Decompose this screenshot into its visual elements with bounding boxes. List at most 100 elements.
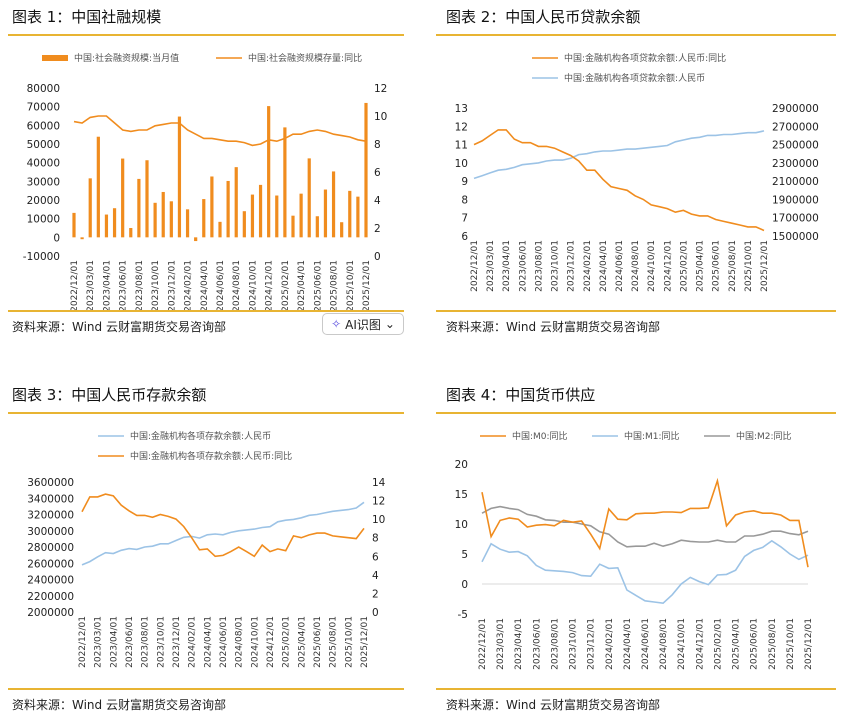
chart-1-y-tick-label: 40000: [27, 158, 60, 170]
chart-3-x-tick-label: 2025/10/01: [344, 616, 354, 668]
chart-1-bar: [234, 167, 238, 238]
chart-4-x-tick-label: 2022/12/01: [478, 618, 488, 670]
chart-1-legend-swatch: [42, 55, 68, 61]
chart-2-y-tick-label: 2500000: [772, 140, 819, 152]
chart-1-bar: [169, 201, 173, 238]
chart-2-y-tick-label: 12: [455, 121, 468, 133]
chart-4-x-tick-label: 2025/02/01: [713, 618, 723, 670]
chart-1-y-tick-label: 70000: [27, 102, 60, 114]
chart-4-x-tick-label: 2025/04/01: [732, 618, 742, 670]
chart-1-bar: [96, 136, 100, 238]
chart-4-x-tick-label: 2023/08/01: [550, 618, 560, 670]
chart-3-x-tick-label: 2023/08/01: [141, 616, 151, 668]
chart-3-x-tick-label: 2024/08/01: [235, 616, 245, 668]
chart-3-y-tick-label: 3600000: [27, 477, 74, 489]
chart-1-y-tick-label: 8: [374, 139, 381, 151]
chart-1-bar: [194, 237, 198, 242]
chart-2: 6 7 8 9 10 11 12 13 1500000 1700000 1900000 2100000…: [455, 52, 819, 292]
chart-3-y-tick-label: 4: [372, 570, 379, 582]
chart-1-bar: [307, 158, 311, 238]
chart-1-bar: [299, 193, 303, 238]
chart-1-bar: [210, 176, 214, 238]
chart-1-bar: [177, 116, 182, 238]
chart-3-x-tick-label: 2024/10/01: [250, 616, 260, 668]
chart-1-x-tick-label: 2023/12/01: [167, 260, 177, 310]
chart-2-x-tick-label: 2024/12/01: [663, 240, 673, 292]
chart-1-y-tick-label: 60000: [27, 120, 60, 132]
chart-2-y-tick-label: 1700000: [772, 213, 819, 225]
chart-1-x-tick-label: 2023/04/01: [102, 260, 112, 310]
ai-recognize-label: AI识图: [345, 317, 381, 332]
figure-3-title: 图表 3：中国人民币存款余额: [12, 386, 207, 404]
chart-3-y-tick-label: 2200000: [27, 591, 74, 603]
chart-4-x-tick-label: 2024/10/01: [677, 618, 687, 670]
chart-1-x-tick-label: 2024/10/01: [248, 260, 258, 310]
chart-1-legend-label: 中国:社会融资规模:当月值: [74, 52, 179, 64]
figure-4-bottom-rule: [436, 688, 836, 690]
chart-1-y-tick-label: 10000: [27, 214, 60, 226]
chart-2-y-tick-label: 10: [455, 158, 468, 170]
figure-2-bottom-rule: [436, 310, 836, 312]
chart-3: 2000000 2200000 2400000 2600000 2800000 30000…: [27, 430, 385, 668]
chart-3-x-tick-label: 2025/08/01: [329, 616, 339, 668]
chart-2-x-tick-label: 2023/04/01: [502, 240, 512, 292]
chart-4-x-tick-label: 2025/06/01: [750, 618, 760, 670]
chart-2-y-tick-label: 8: [461, 194, 468, 206]
chart-1-x-tick-label: 2023/08/01: [135, 260, 145, 310]
chart-2-x-tick-label: 2025/06/01: [712, 240, 722, 292]
chart-4-x-tick-label: 2023/04/01: [514, 618, 524, 670]
chart-2-x-tick-label: 2023/03/01: [486, 240, 496, 292]
chart-4-x-tick-label: 2024/08/01: [659, 618, 669, 670]
chart-1-y-tick-label: 20000: [27, 195, 60, 207]
chart-3-y-tick-label: 3200000: [27, 510, 74, 522]
chart-2-x-tick-label: 2024/08/01: [631, 240, 641, 292]
chart-1-y-tick-label: 6: [374, 167, 381, 179]
chart-1-bar: [153, 202, 157, 238]
chart-1-x-tick-label: 2025/04/01: [297, 260, 307, 310]
chart-2-x-tick-label: 2024/06/01: [615, 240, 625, 292]
chart-1-bar: [250, 194, 255, 238]
chart-4-series-line: [481, 505, 809, 548]
chart-3-legend-label: 中国:金融机构各项存款余额:人民币: [130, 430, 271, 442]
chart-2-y-tick-label: 11: [455, 140, 468, 152]
chart-1-bar: [356, 196, 360, 238]
chart-4-x-tick-label: 2024/02/01: [605, 618, 615, 670]
chart-2-legend-label: 中国:金融机构各项贷款余额:人民币: [564, 72, 705, 84]
chart-1-bar: [323, 189, 328, 238]
chart-3-x-tick-label: 2025/12/01: [360, 616, 370, 668]
chart-1-bar: [88, 178, 92, 238]
chart-3-x-tick-label: 2023/03/01: [94, 616, 104, 668]
chart-1-bar: [283, 127, 287, 238]
chart-1-x-tick-label: 2024/04/01: [200, 260, 210, 310]
chart-4-y-tick-label: 15: [455, 489, 468, 501]
chart-2-x-tick-label: 2023/10/01: [551, 240, 561, 292]
chart-3-y-tick-label: 0: [372, 607, 379, 619]
chart-2-series-line: [473, 130, 765, 180]
chart-3-y-tick-label: 2600000: [27, 558, 74, 570]
chart-4-x-tick-label: 2024/06/01: [641, 618, 651, 670]
chart-1-x-tick-label: 2024/12/01: [265, 260, 275, 310]
ai-recognize-button[interactable]: ✧ AI识图 ⌄: [322, 313, 404, 335]
chart-4-y-tick-label: 20: [455, 459, 468, 471]
chart-2-y-tick-label: 2700000: [772, 121, 819, 133]
chart-3-series-line: [81, 501, 365, 566]
chart-1-bar: [121, 158, 125, 238]
figure-3-bottom-rule: [8, 688, 404, 690]
chart-3-x-tick-label: 2022/12/01: [78, 616, 88, 668]
chart-3-y-tick-label: 12: [372, 496, 385, 508]
chart-1-x-tick-label: 2025/02/01: [281, 260, 291, 310]
chart-2-y-tick-label: 6: [461, 231, 468, 243]
chart-4-legend-label: 中国:M2:同比: [736, 430, 792, 442]
chart-4-x-tick-label: 2023/10/01: [569, 618, 579, 670]
sparkle-icon: ✧: [331, 317, 342, 331]
figure-4-source: 资料来源：Wind 云财富期货交易咨询部: [446, 698, 660, 712]
chart-4: -5 0 5 10 15 20 2022/12/01 2023/03/01 2023/04/01…: [455, 430, 814, 670]
chart-3-y-tick-label: 2000000: [27, 607, 74, 619]
chart-1-x-tick-label: 2025/10/01: [346, 260, 356, 310]
chart-3-x-tick-label: 2025/06/01: [313, 616, 323, 668]
figure-2-top-rule: [436, 34, 836, 36]
chart-1-bar: [267, 106, 271, 238]
chart-1-x-tick-label: 2023/03/01: [86, 260, 96, 310]
figure-1-title: 图表 1：中国社融规模: [12, 8, 162, 26]
chevron-down-icon: ⌄: [384, 317, 395, 331]
